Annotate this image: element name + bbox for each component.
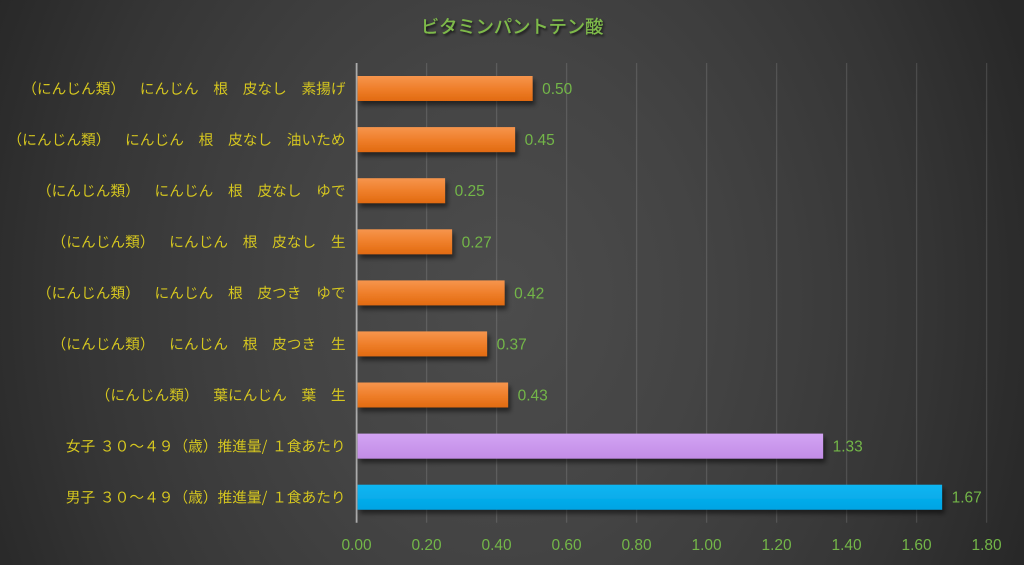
svg-text:1.60: 1.60 [902, 537, 933, 554]
svg-text:0.43: 0.43 [518, 388, 548, 405]
svg-text:0.37: 0.37 [497, 336, 527, 353]
svg-text:0.50: 0.50 [542, 81, 573, 98]
svg-text:1.33: 1.33 [833, 439, 863, 456]
svg-text:0.40: 0.40 [482, 537, 513, 554]
svg-text:1.67: 1.67 [952, 490, 982, 507]
svg-text:0.80: 0.80 [622, 537, 653, 554]
svg-text:0.42: 0.42 [514, 285, 544, 302]
svg-text:0.27: 0.27 [462, 234, 492, 251]
svg-text:0.45: 0.45 [525, 132, 555, 149]
svg-text:1.00: 1.00 [692, 537, 723, 554]
svg-text:1.40: 1.40 [832, 537, 863, 554]
svg-text:0.25: 0.25 [455, 183, 485, 200]
svg-text:0.00: 0.00 [342, 537, 373, 554]
svg-text:0.20: 0.20 [412, 537, 443, 554]
svg-text:1.80: 1.80 [972, 537, 1003, 554]
svg-text:0.60: 0.60 [552, 537, 583, 554]
svg-text:1.20: 1.20 [762, 537, 793, 554]
